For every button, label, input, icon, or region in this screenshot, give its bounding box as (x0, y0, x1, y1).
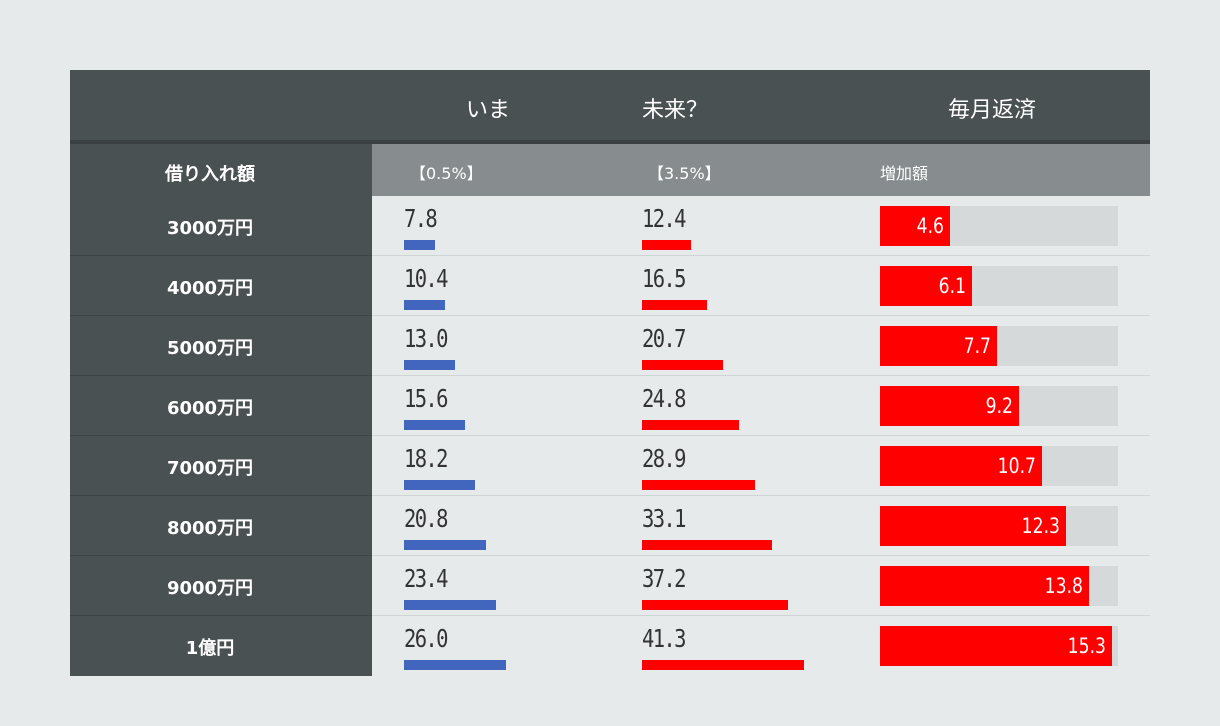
loan-amount-column (70, 196, 372, 676)
row-separator-left (70, 555, 372, 556)
row-separator-left (70, 615, 372, 616)
future-bar (642, 600, 788, 610)
now-value: 23.4 (404, 564, 448, 593)
now-value: 13.0 (404, 324, 448, 353)
future-value: 33.1 (642, 504, 686, 533)
increase-value: 13.8 (1044, 574, 1084, 598)
now-bar (404, 240, 435, 250)
future-value: 37.2 (642, 564, 686, 593)
future-value: 12.4 (642, 204, 686, 233)
row-separator-left (70, 315, 372, 316)
increase-value: 15.3 (1067, 634, 1106, 658)
loan-amount-label: 1億円 (185, 638, 235, 659)
future-rate-label: 【3.5%】 (648, 164, 721, 183)
future-value: 16.5 (642, 264, 686, 293)
loan-amount-label: 6000万円 (166, 398, 254, 419)
row-separator (372, 435, 1150, 436)
future-bar (642, 420, 740, 430)
now-bar (404, 480, 476, 490)
loan-amount-label: 8000万円 (166, 518, 254, 539)
row-separator (372, 615, 1150, 616)
now-bar (404, 420, 466, 430)
future-bar (642, 660, 804, 670)
increase-value: 10.7 (997, 454, 1037, 478)
increase-bar (880, 266, 973, 306)
future-value: 20.7 (642, 324, 686, 353)
increase-value: 12.3 (1022, 514, 1061, 538)
loan-amount-label: 9000万円 (166, 578, 254, 599)
row-separator (372, 375, 1150, 376)
now-value: 15.6 (404, 384, 448, 413)
increase-value: 4.6 (916, 214, 944, 238)
now-bar (404, 600, 496, 610)
loan-comparison-chart: いま 未来？ 毎月返済 借り入れ額 【0.5%】 【3.5%】 増加額 3000… (70, 70, 1150, 676)
row-separator-left (70, 435, 372, 436)
increase-value: 6.1 (939, 274, 967, 298)
now-value: 26.0 (404, 624, 448, 653)
subheader-band (372, 144, 1150, 196)
row-separator (372, 555, 1150, 556)
now-bar (404, 360, 455, 370)
subheader-left-band (70, 144, 372, 196)
row-separator (372, 255, 1150, 256)
row-separator-left (70, 255, 372, 256)
increase-bar (880, 386, 1020, 426)
increase-bar (880, 506, 1067, 546)
future-bar (642, 300, 707, 310)
now-value: 18.2 (404, 444, 448, 473)
future-value: 41.3 (642, 624, 686, 653)
now-bar (404, 300, 445, 310)
header-future: 未来？ (642, 98, 709, 123)
future-value: 28.9 (642, 444, 686, 473)
row-separator-left (70, 375, 372, 376)
loan-amount-heading: 借り入れ額 (165, 164, 255, 185)
now-value: 10.4 (404, 264, 448, 293)
row-separator-left (70, 495, 372, 496)
loan-amount-label: 7000万円 (166, 458, 254, 479)
now-value: 7.8 (404, 204, 438, 233)
future-bar (642, 360, 724, 370)
future-bar (642, 480, 756, 490)
loan-amount-label: 3000万円 (166, 218, 254, 239)
increase-heading: 増加額 (880, 164, 929, 183)
increase-bar (880, 446, 1043, 486)
increase-bar (880, 206, 950, 246)
increase-value: 7.7 (963, 334, 991, 358)
now-bar (404, 660, 506, 670)
future-bar (642, 240, 691, 250)
header-divider (70, 140, 1150, 144)
increase-value: 9.2 (986, 394, 1014, 418)
now-bar (404, 540, 486, 550)
now-value: 20.8 (404, 504, 448, 533)
now-rate-label: 【0.5%】 (410, 164, 483, 183)
increase-bar (880, 566, 1090, 606)
future-value: 24.8 (642, 384, 686, 413)
row-separator (372, 315, 1150, 316)
header-band (70, 70, 1150, 140)
header-now: いま (466, 98, 511, 123)
loan-amount-label: 5000万円 (166, 338, 254, 359)
loan-amount-label: 4000万円 (166, 278, 254, 299)
increase-bar (880, 326, 997, 366)
future-bar (642, 540, 772, 550)
header-monthly-payment: 毎月返済 (948, 98, 1037, 123)
row-separator (372, 495, 1150, 496)
increase-bar (880, 626, 1112, 666)
